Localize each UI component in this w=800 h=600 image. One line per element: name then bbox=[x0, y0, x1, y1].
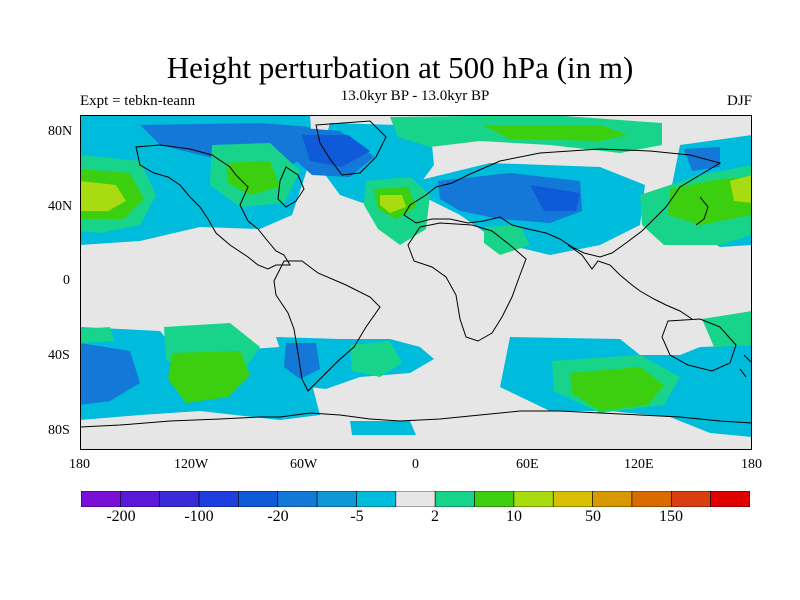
colorbar-swatch bbox=[316, 491, 357, 507]
contour-europe-dark-blue bbox=[530, 185, 580, 211]
colorbar-swatch bbox=[120, 491, 160, 507]
colorbar-label: -200 bbox=[106, 508, 136, 525]
colorbar-label: -5 bbox=[350, 508, 364, 525]
contour-ocean-light-blue-south bbox=[350, 421, 416, 435]
colorbar-swatch bbox=[710, 491, 750, 507]
season-label: DJF bbox=[726, 93, 752, 109]
coastline-south-america bbox=[273, 260, 381, 392]
y-tick-label: 80N bbox=[48, 124, 73, 139]
colorbar-swatch bbox=[474, 491, 515, 507]
contour-patagonia-blue bbox=[284, 343, 320, 379]
colorbar-swatch bbox=[395, 491, 436, 507]
coastline-north-america bbox=[135, 144, 305, 270]
colorbar-swatch bbox=[356, 491, 397, 507]
x-tick-label: 180 bbox=[741, 457, 762, 472]
coastlines bbox=[80, 120, 752, 428]
colorbar-label: -20 bbox=[267, 508, 289, 525]
contour-canada-dark-blue bbox=[302, 135, 370, 167]
x-tick-label: 60E bbox=[516, 457, 539, 472]
contour-south-atlantic-green-2 bbox=[80, 327, 114, 343]
contour-fields bbox=[80, 115, 752, 437]
coastline-south-asia bbox=[567, 244, 693, 320]
y-tick-label: 80S bbox=[48, 423, 70, 438]
colorbar-swatch bbox=[513, 491, 554, 507]
colorbar-swatch bbox=[592, 491, 633, 507]
colorbar-swatch bbox=[159, 491, 200, 507]
colorbar-swatch bbox=[198, 491, 239, 507]
colorbar-label: 150 bbox=[659, 508, 683, 525]
x-tick-label: 0 bbox=[412, 457, 419, 472]
colorbar-label: 50 bbox=[585, 508, 601, 525]
contour-east-yellow bbox=[730, 175, 752, 203]
colorbar bbox=[81, 491, 750, 507]
contour-south-pacific-blue bbox=[80, 343, 140, 405]
colorbar-swatch bbox=[277, 491, 318, 507]
colorbar-swatch bbox=[631, 491, 672, 507]
colorbar-swatch bbox=[434, 491, 475, 507]
coastline-greenland bbox=[315, 120, 387, 176]
colorbar-label: 2 bbox=[431, 508, 439, 525]
chart-title: Height perturbation at 500 hPa (in m) bbox=[166, 50, 634, 85]
x-tick-label: 120W bbox=[174, 457, 209, 472]
colorbar-swatch bbox=[238, 491, 279, 507]
colorbar-swatch bbox=[552, 491, 593, 507]
contour-indian-green-core bbox=[570, 367, 664, 411]
y-tick-label: 0 bbox=[63, 273, 70, 288]
contour-mideast-green bbox=[484, 225, 530, 255]
coastline-japan bbox=[695, 196, 709, 226]
map-frame bbox=[80, 115, 752, 450]
coastline-australia bbox=[661, 318, 737, 372]
experiment-label: Expt = tebkn-teann bbox=[80, 93, 196, 109]
contour-east-green-south bbox=[702, 311, 752, 347]
colorbar-swatch bbox=[81, 491, 121, 507]
contour-namerica-green-core bbox=[226, 161, 280, 195]
colorbar-label: -100 bbox=[184, 508, 214, 525]
contour-south-atlantic-green bbox=[350, 341, 402, 377]
contour-arctic-green-core bbox=[482, 125, 628, 141]
map-plot bbox=[80, 115, 752, 450]
y-tick-label: 40S bbox=[48, 348, 70, 363]
contour-wpacific-green-core bbox=[668, 177, 752, 225]
coastline-antarctica bbox=[80, 410, 752, 428]
colorbar-label: 10 bbox=[506, 508, 522, 525]
x-tick-label: 120E bbox=[624, 457, 654, 472]
x-tick-label: 60W bbox=[290, 457, 318, 472]
colorbar-swatch bbox=[670, 491, 711, 507]
contour-south-pacific-green-core bbox=[168, 351, 250, 403]
contour-npacific-yellow bbox=[80, 181, 126, 211]
x-tick-label: 180 bbox=[69, 457, 90, 472]
y-tick-label: 40N bbox=[48, 199, 73, 214]
chart-subtitle: 13.0kyr BP - 13.0kyr BP bbox=[340, 88, 490, 104]
contour-atlantic-yellow bbox=[380, 195, 406, 213]
coastline-africa bbox=[407, 222, 527, 342]
contour-ne-asia-blue bbox=[684, 147, 720, 171]
coastline-new-zealand bbox=[739, 354, 752, 378]
coastline-eurasia bbox=[403, 148, 722, 258]
